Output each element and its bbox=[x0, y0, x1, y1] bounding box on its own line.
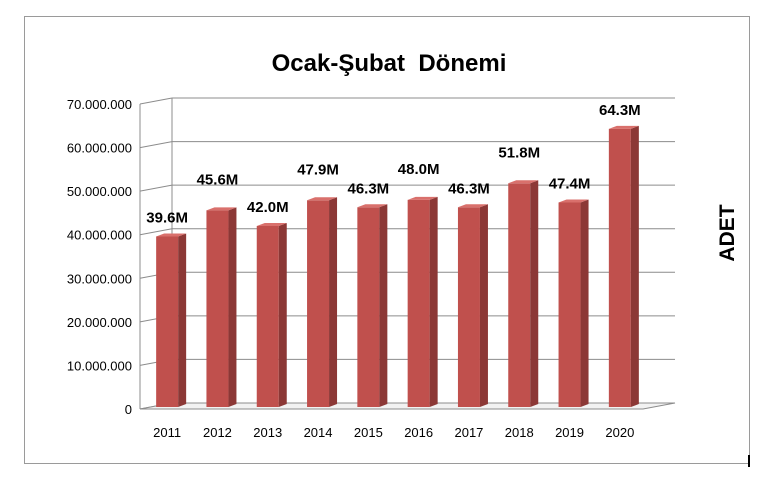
data-label: 47.9M bbox=[297, 161, 339, 178]
y-tick-label: 20.000.000 bbox=[67, 315, 132, 330]
x-tick-label: 2018 bbox=[505, 425, 534, 440]
bar-top-2015 bbox=[357, 204, 388, 208]
bar-2017 bbox=[457, 207, 480, 407]
x-tick-label: 2017 bbox=[454, 425, 483, 440]
bar-top-2012 bbox=[206, 207, 237, 211]
x-tick-label: 2014 bbox=[304, 425, 333, 440]
bar-2013 bbox=[256, 226, 279, 407]
bar-side-2017 bbox=[479, 204, 488, 407]
bar-2014 bbox=[307, 200, 330, 407]
labels-layer: 0 10.000.000 20.000.000 30.000.000 40.000.00… bbox=[67, 97, 641, 440]
bar-side-2013 bbox=[278, 223, 287, 407]
bar-side-2011 bbox=[178, 233, 187, 407]
bar-side-2018 bbox=[530, 180, 539, 407]
chart-title: Ocak-Şubat Dönemi bbox=[272, 50, 507, 77]
bar-side-2016 bbox=[429, 196, 438, 407]
bars-layer bbox=[156, 125, 639, 408]
bar-top-2016 bbox=[407, 196, 438, 200]
data-label: 48.0M bbox=[398, 161, 440, 178]
x-tick-label: 2016 bbox=[404, 425, 433, 440]
bar-top-2013 bbox=[256, 223, 287, 226]
bar-side-2014 bbox=[329, 197, 338, 407]
x-tick-label: 2012 bbox=[203, 425, 232, 440]
bar-side-2012 bbox=[228, 207, 237, 407]
x-tick-label: 2015 bbox=[354, 425, 383, 440]
y-tick-label: 50.000.000 bbox=[67, 184, 132, 199]
gridline-side bbox=[139, 97, 173, 105]
gridline-side bbox=[139, 228, 173, 236]
x-tick-label: 2019 bbox=[555, 425, 584, 440]
y-axis-label: ADET bbox=[716, 204, 739, 261]
data-label: 46.3M bbox=[448, 180, 490, 197]
y-tick-label: 70.000.000 bbox=[67, 97, 132, 112]
data-label: 51.8M bbox=[498, 144, 540, 161]
y-tick-label: 10.000.000 bbox=[67, 358, 132, 373]
bar-top-2017 bbox=[457, 204, 488, 208]
data-label: 64.3M bbox=[599, 102, 641, 119]
y-tick-label: 0 bbox=[125, 402, 132, 417]
bar-top-2019 bbox=[558, 199, 589, 203]
bar-top-2020 bbox=[608, 125, 639, 129]
gridline-side bbox=[139, 141, 173, 149]
bar-top-2018 bbox=[508, 180, 539, 184]
bar-2019 bbox=[558, 202, 581, 407]
data-label: 39.6M bbox=[146, 209, 188, 226]
x-tick-label: 2013 bbox=[253, 425, 282, 440]
bar-2015 bbox=[357, 207, 380, 407]
bar-2018 bbox=[508, 183, 531, 407]
bar-top-2014 bbox=[307, 197, 338, 201]
data-label: 45.6M bbox=[197, 171, 239, 188]
y-tick-label: 40.000.000 bbox=[67, 228, 132, 243]
data-label: 47.4M bbox=[549, 175, 591, 192]
bar-side-2015 bbox=[379, 204, 388, 407]
x-tick-label: 2020 bbox=[605, 425, 634, 440]
bar-2012 bbox=[206, 210, 229, 407]
bar-side-2020 bbox=[630, 125, 639, 407]
bar-2020 bbox=[608, 128, 631, 408]
x-tick-label: 2011 bbox=[153, 425, 181, 440]
bar-side-2019 bbox=[580, 199, 589, 407]
bar-2011 bbox=[156, 236, 179, 407]
gridline-side bbox=[139, 184, 173, 192]
bar-2016 bbox=[407, 199, 430, 407]
y-tick-label: 30.000.000 bbox=[67, 271, 132, 286]
data-label: 46.3M bbox=[347, 180, 389, 197]
bar-top-2011 bbox=[156, 233, 187, 237]
data-label: 42.0M bbox=[247, 199, 289, 216]
y-tick-label: 60.000.000 bbox=[67, 141, 132, 156]
edge-mark bbox=[748, 455, 750, 467]
